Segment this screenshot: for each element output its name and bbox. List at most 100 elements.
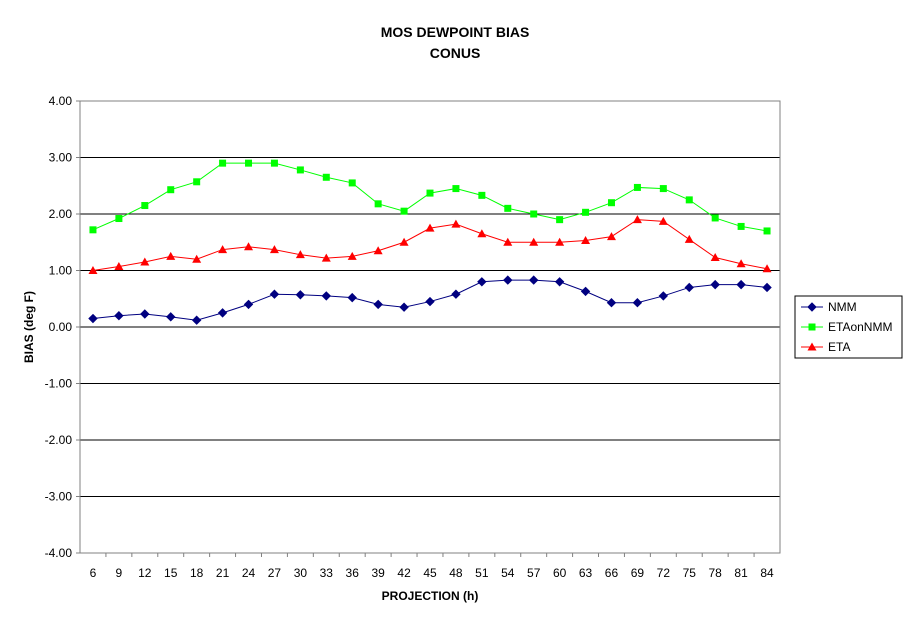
data-point-eta: [244, 242, 254, 251]
data-point-etaonnmm: [607, 199, 615, 207]
legend-label-eta: ETA: [828, 340, 850, 354]
data-point-etaonnmm: [219, 159, 227, 167]
data-point-nmm: [710, 279, 720, 290]
data-point-etaonnmm: [504, 204, 512, 212]
x-tick-label: 54: [501, 566, 515, 580]
data-point-etaonnmm: [478, 191, 486, 199]
data-point-nmm: [762, 282, 772, 293]
legend-item-eta: ETA: [801, 340, 850, 354]
legend-label-etaonnmm: ETAonNMM: [828, 320, 892, 334]
x-tick-label: 63: [579, 566, 593, 580]
y-tick-label: -2.00: [45, 433, 73, 447]
data-point-etaonnmm: [530, 210, 538, 218]
x-tick-label: 51: [475, 566, 489, 580]
data-point-eta: [399, 237, 409, 246]
data-point-nmm: [658, 291, 669, 301]
data-point-nmm: [684, 282, 694, 293]
data-point-nmm: [114, 310, 124, 321]
data-point-etaonnmm: [659, 185, 667, 193]
x-tick-label: 15: [164, 566, 178, 580]
x-tick-label: 57: [527, 566, 541, 580]
y-axis-label: BIAS (deg F): [22, 291, 36, 363]
data-point-etaonnmm: [737, 222, 745, 230]
legend-marker-nmm: [807, 302, 817, 312]
data-point-etaonnmm: [270, 159, 278, 167]
y-tick-label: 2.00: [49, 207, 73, 221]
x-tick-label: 27: [268, 566, 282, 580]
x-tick-label: 24: [242, 566, 256, 580]
x-tick-label: 42: [397, 566, 411, 580]
x-tick-label: 69: [631, 566, 645, 580]
data-point-etaonnmm: [374, 200, 382, 208]
data-point-nmm: [528, 275, 539, 285]
x-tick-label: 60: [553, 566, 567, 580]
x-tick-label: 6: [90, 566, 97, 580]
series-eta: [88, 215, 772, 274]
data-point-eta: [192, 254, 202, 263]
data-point-nmm: [191, 315, 202, 325]
x-tick-label: 45: [423, 566, 437, 580]
x-tick-label: 78: [709, 566, 723, 580]
data-point-nmm: [269, 289, 280, 299]
data-point-etaonnmm: [685, 196, 693, 204]
data-point-nmm: [140, 309, 150, 319]
y-axis: 4.00 3.00 2.00 1.00 0.00 -1.00 -2.00 -3.00 -4.00: [45, 94, 80, 560]
y-tick-label: -4.00: [45, 546, 73, 560]
data-point-etaonnmm: [193, 178, 201, 186]
data-point-etaonnmm: [763, 227, 771, 235]
data-point-eta: [581, 236, 591, 245]
legend-item-nmm: NMM: [801, 300, 857, 314]
data-point-eta: [347, 251, 357, 260]
x-tick-label: 30: [294, 566, 308, 580]
data-point-nmm: [295, 290, 306, 300]
series-nmm: [88, 275, 772, 325]
x-axis-label: PROJECTION (h): [382, 589, 479, 603]
series-line-etaonnmm: [92, 162, 768, 232]
y-tick-label: 4.00: [49, 94, 73, 108]
data-point-eta: [166, 251, 176, 260]
data-point-nmm: [425, 296, 435, 307]
y-tick-label: -1.00: [45, 377, 73, 391]
data-point-eta: [658, 216, 668, 225]
x-tick-label: 75: [683, 566, 697, 580]
series-layer: [88, 159, 772, 325]
data-point-etaonnmm: [296, 166, 304, 174]
chart-subtitle: CONUS: [430, 45, 481, 61]
data-point-etaonnmm: [400, 207, 408, 215]
legend: NMM ETAonNMM ETA: [794, 295, 903, 359]
x-tick-label: 48: [449, 566, 463, 580]
data-point-etaonnmm: [322, 173, 330, 181]
data-point-eta: [425, 223, 435, 232]
data-point-nmm: [347, 292, 357, 303]
x-tick-label: 33: [320, 566, 334, 580]
data-point-nmm: [373, 299, 383, 310]
data-point-etaonnmm: [167, 186, 175, 194]
data-point-nmm: [477, 277, 487, 287]
data-point-eta: [710, 253, 720, 262]
data-point-eta: [88, 266, 98, 274]
x-tick-label: 36: [346, 566, 360, 580]
data-point-nmm: [243, 299, 254, 310]
legend-item-etaonnmm: ETAonNMM: [801, 320, 892, 334]
data-point-eta: [477, 229, 487, 238]
x-tick-label: 81: [734, 566, 748, 580]
data-point-eta: [503, 237, 513, 246]
data-point-nmm: [736, 279, 746, 290]
data-point-eta: [529, 237, 539, 246]
data-point-etaonnmm: [89, 226, 97, 234]
data-point-etaonnmm: [582, 208, 590, 216]
data-point-etaonnmm: [115, 215, 123, 223]
y-tick-label: 3.00: [49, 151, 73, 165]
data-point-eta: [114, 262, 124, 271]
legend-label-nmm: NMM: [828, 300, 857, 314]
x-tick-label: 72: [657, 566, 671, 580]
legend-marker-eta: [807, 342, 817, 351]
x-tick-label: 21: [216, 566, 230, 580]
data-point-nmm: [399, 302, 409, 312]
data-point-nmm: [166, 312, 176, 322]
data-point-etaonnmm: [452, 185, 460, 193]
y-tick-label: 0.00: [49, 320, 73, 334]
series-etaonnmm: [89, 159, 771, 235]
data-point-eta: [632, 215, 642, 224]
